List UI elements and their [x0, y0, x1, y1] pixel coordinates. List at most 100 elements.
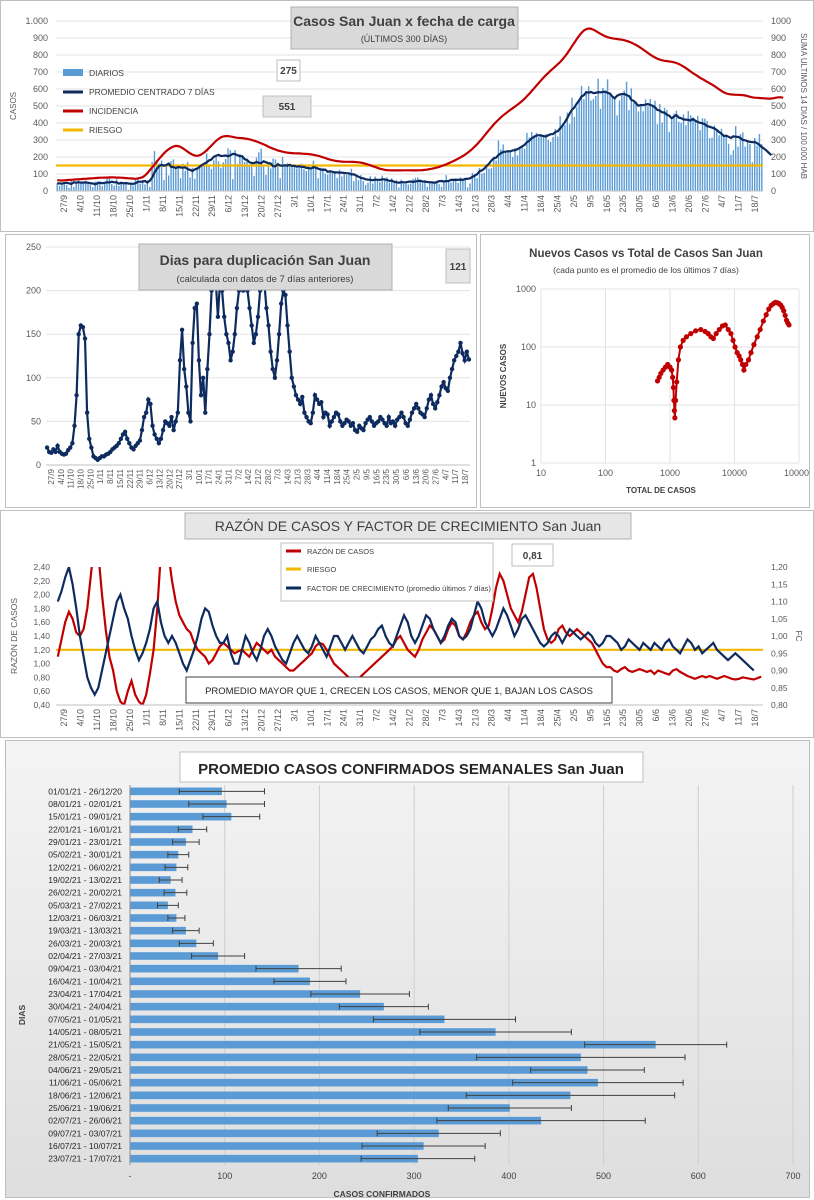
duplicacion-point [397, 414, 402, 420]
x-tick-label: 4/7 [717, 709, 727, 722]
y2-tick-label: 1,05 [771, 614, 788, 624]
duplicacion-point [287, 349, 292, 354]
callout-box [511, 543, 554, 567]
scatter-point [760, 318, 766, 324]
duplicacion-chart: 0 50 100 150 200 250 27/9 4/10 11/10 18/10 25/10 1/… [26, 242, 472, 489]
razon-chart: 0,40 0,60 0,80 1,00 1,20 1,40 1,60 1,80 2,00 2,20… [9, 512, 804, 732]
duplicacion-point [169, 414, 174, 420]
x-tick-label: 17/1 [205, 468, 214, 484]
x-tick-label: 8/11 [158, 195, 168, 212]
y-axis-title: CASOS [9, 92, 18, 120]
duplicacion-point [376, 419, 381, 424]
x-tick-label: 18/10 [109, 195, 119, 218]
fc-line [56, 567, 755, 698]
chart-subtitle: (calculada con datos de 7 días anteriore… [177, 274, 354, 285]
x-tick-label: 8/11 [158, 709, 168, 726]
scatter-point [670, 374, 676, 380]
duplicacion-point [230, 349, 235, 354]
duplicacion-point [456, 349, 461, 354]
scatter-point [672, 415, 678, 421]
x-tick-label: - [129, 1171, 132, 1181]
x-tick-label: 20/12 [257, 709, 267, 732]
x-tick-label: 13/12 [240, 195, 250, 218]
duplicacion-point [314, 397, 320, 402]
weekly-bar [130, 952, 219, 960]
x-tick-label: 13/6 [412, 468, 421, 484]
duplicacion-point [411, 406, 417, 411]
duplicacion-point [160, 427, 166, 433]
duplicacion-point [251, 340, 256, 346]
x-tick-label: 3/1 [185, 468, 194, 480]
callout-box [445, 248, 471, 284]
x-tick-label: 300 [407, 1171, 422, 1181]
casos-chart: 0 100 200 300 400 500 600 700 800 900 1.000 0 100 200… [9, 6, 808, 218]
duplicacion-point [367, 414, 373, 420]
duplicacion-point [190, 340, 195, 346]
duplicacion-point [276, 332, 282, 337]
y-tick-label: 2,00 [33, 590, 50, 600]
category-label: 07/05/21 - 01/05/21 [48, 1014, 122, 1024]
y2-tick-label: 900 [771, 33, 786, 43]
y2-tick-label: 600 [771, 84, 786, 94]
x-tick-label: 27/12 [273, 709, 283, 732]
duplicacion-point [198, 393, 204, 398]
duplicacion-point [432, 406, 438, 411]
chart-subtitle: (ÚLTIMOS 300 DÍAS) [361, 34, 447, 44]
scatter-point [683, 334, 690, 340]
x-tick-label: 28/3 [487, 709, 497, 727]
category-label: 12/02/21 - 06/02/21 [48, 862, 122, 872]
legend-label: FACTOR DE CRECIMIENTO (promedio últimos … [307, 584, 491, 593]
x-tick-label: 14/2 [244, 468, 253, 484]
duplicacion-point [188, 419, 193, 424]
duplicacion-point [321, 414, 326, 420]
y2-tick-label: 0 [771, 186, 776, 196]
scatter-point [748, 350, 754, 356]
duplicacion-point [82, 336, 88, 341]
x-tick-label: 14/2 [388, 195, 398, 213]
x-tick-label: 7/3 [437, 709, 447, 722]
duplicacion-point [354, 429, 360, 435]
scatter-point [786, 322, 792, 328]
duplicacion-point [279, 301, 284, 306]
duplicacion-point [266, 323, 271, 328]
callout-box [262, 95, 312, 118]
x-tick-label: 17/1 [322, 709, 332, 727]
x-tick-label: 18/4 [333, 468, 342, 484]
y-tick-label: 500 [33, 101, 48, 111]
x-tick-label: 1/11 [96, 468, 105, 484]
y-tick-label: 1000 [516, 284, 536, 294]
x-tick-label: 7/3 [437, 195, 447, 208]
y-tick-label: 300 [33, 135, 48, 145]
x-tick-label: 1000 [660, 468, 680, 478]
y-axis-title: RAZÓN DE CASOS [9, 598, 19, 674]
duplicacion-point [177, 358, 183, 363]
y2-tick-label: 0,90 [771, 666, 788, 676]
y-tick-label: 1.000 [25, 16, 48, 26]
y-tick-label: 10 [526, 400, 536, 410]
duplicacion-point [342, 420, 347, 426]
duplicacion-point [272, 375, 278, 380]
x-tick-label: 400 [501, 1171, 516, 1181]
scatter-point [669, 367, 675, 373]
duplicacion-point [464, 349, 470, 354]
duplicacion-point [392, 423, 398, 428]
x-tick-label: 14/3 [454, 195, 464, 213]
x-tick-label: 25/4 [552, 195, 562, 213]
category-label: 11/06/21 - 05/06/21 [49, 1078, 122, 1088]
y-tick-label: 0 [36, 460, 41, 470]
x-tick-label: 27/9 [47, 468, 56, 484]
weekly-bar [130, 787, 222, 796]
x-tick-label: 27/6 [700, 709, 710, 727]
weekly-bar [130, 876, 171, 884]
duplicacion-point [249, 323, 254, 328]
x-tick-label: 16/5 [602, 709, 612, 727]
duplicacion-point [116, 441, 121, 446]
y-tick-label: 100 [33, 169, 48, 179]
x-tick-label: 18/10 [109, 709, 119, 732]
duplicacion-chart-panel: 0 50 100 150 200 250 27/9 4/10 11/10 18/10 25/10 1/… [5, 234, 477, 508]
x-tick-label: 23/5 [382, 468, 391, 484]
weekly-bar [130, 926, 186, 935]
duplicacion-point [156, 441, 162, 446]
legend-swatch [63, 69, 83, 76]
duplicacion-point [74, 393, 79, 398]
